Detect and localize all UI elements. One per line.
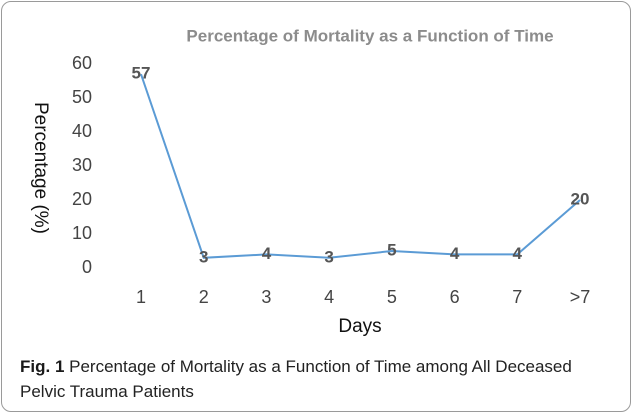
x-tick-label: 3 <box>261 287 271 307</box>
x-tick-label: 4 <box>324 287 334 307</box>
y-tick-label: 40 <box>72 121 92 141</box>
x-tick-label: >7 <box>570 287 591 307</box>
data-label: 20 <box>571 189 590 208</box>
chart-title: Percentage of Mortality as a Function of… <box>186 26 553 45</box>
y-tick-label: 30 <box>72 155 92 175</box>
data-label: 4 <box>513 244 523 263</box>
data-label: 57 <box>132 64 151 83</box>
caption: Fig. 1 Percentage of Mortality as a Func… <box>20 354 580 404</box>
y-tick-label: 50 <box>72 87 92 107</box>
x-axis-label: Days <box>338 316 381 337</box>
data-label: 3 <box>324 247 333 266</box>
y-tick-label: 10 <box>72 223 92 243</box>
data-label: 3 <box>199 247 208 266</box>
x-tick-label: 5 <box>387 287 397 307</box>
chart: Percentage of Mortality as a Function of… <box>30 26 591 337</box>
caption-label: Fig. 1 <box>20 357 65 376</box>
data-label: 5 <box>387 240 396 259</box>
y-tick-label: 0 <box>82 257 92 277</box>
caption-text: Percentage of Mortality as a Function of… <box>20 357 572 401</box>
x-tick-label: 1 <box>136 287 146 307</box>
data-line <box>140 73 581 259</box>
data-label: 4 <box>450 244 460 263</box>
x-tick-label: 6 <box>450 287 460 307</box>
data-label: 4 <box>262 244 272 263</box>
y-tick-label: 20 <box>72 189 92 209</box>
x-tick-label: 2 <box>199 287 209 307</box>
y-tick-label: 60 <box>72 53 92 73</box>
x-tick-label: 7 <box>512 287 522 307</box>
y-axis-label: Percentage (%) <box>30 102 51 234</box>
